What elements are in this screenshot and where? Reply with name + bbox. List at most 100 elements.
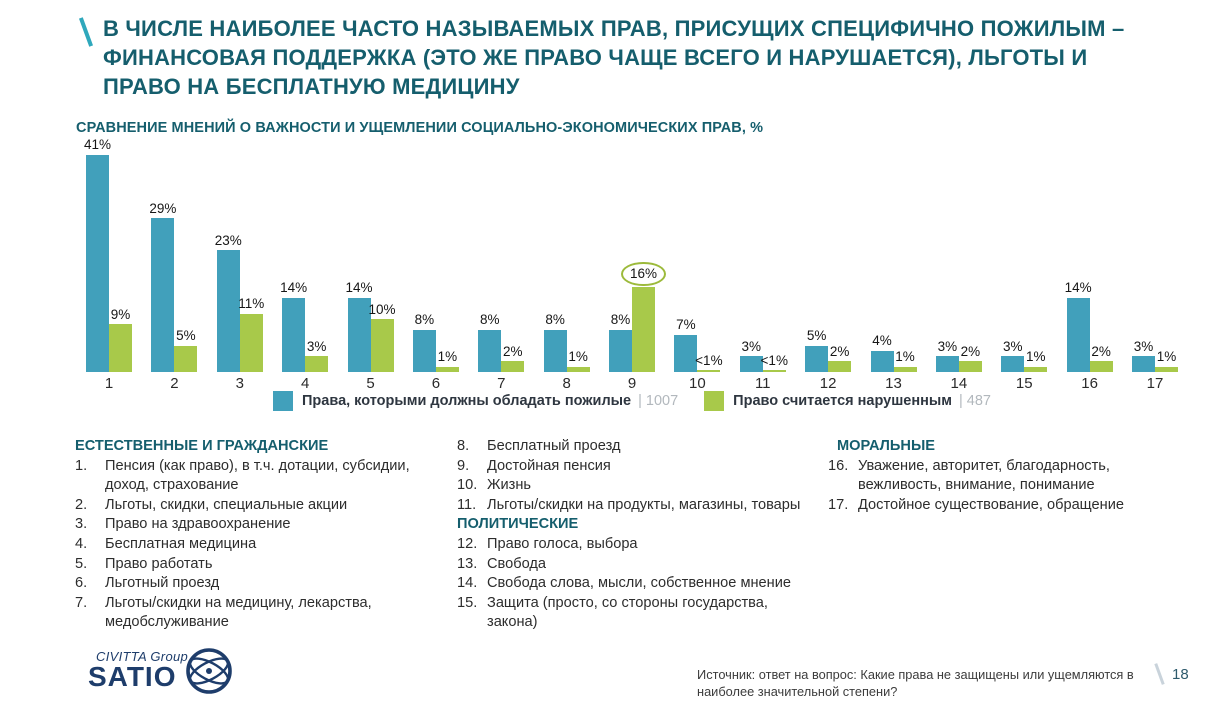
bar-group: 7% <1% 10 <box>674 317 723 394</box>
bar-group: 14% 10% 5 <box>345 281 395 394</box>
bar-value-label: 7% <box>676 317 696 333</box>
logo-civitta-group-text: CIVITTA Group <box>96 649 189 664</box>
source-note: Источник: ответ на вопрос: Какие права н… <box>697 666 1134 701</box>
list-item-number: 7. <box>75 594 88 611</box>
list-item-text: Достойная пенсия <box>487 457 611 474</box>
bar-important <box>870 350 894 372</box>
list-item-number: 16. <box>828 457 849 474</box>
list-item: 2. Льготы, скидки, специальные акции <box>75 496 447 516</box>
list-item: 6. Льготный проезд <box>75 574 447 594</box>
source-line-2: наиболее значительной степени? <box>697 684 898 700</box>
logo-satio: CIVITTA Group SATIO <box>88 649 188 691</box>
category-label: 9 <box>627 375 637 392</box>
list-item-text: Право на здравоохранение <box>105 516 291 533</box>
list-item-number: 5. <box>75 555 88 572</box>
bar-group: 3% 1% 15 <box>1001 340 1048 394</box>
list-item: 14. Свобода слова, мысли, собственное мне… <box>457 574 819 594</box>
bar-important <box>151 218 175 372</box>
rights-list-natural-civil: ЕСТЕСТВЕННЫЕ И ГРАЖДАНСКИЕ 1. Пенсия (как… <box>75 437 447 633</box>
bar-value-label: 23% <box>214 232 242 248</box>
bar-value-label: 2% <box>960 343 981 359</box>
category-label: 14 <box>950 375 968 392</box>
list-item-number: 3. <box>75 516 88 533</box>
bar-value-label: <1% <box>760 352 788 368</box>
bar-violated <box>239 313 263 372</box>
chart-legend: Права, которыми должны обладать пожилые |… <box>86 391 1178 411</box>
bar-important <box>412 329 436 372</box>
logo-satio-text: SATIO <box>88 661 177 692</box>
accent-slash-icon <box>78 17 94 47</box>
bar-violated <box>1155 366 1178 372</box>
list-item-number: 9. <box>457 457 470 474</box>
list-item-text: Защита (просто, со стороны государства, … <box>487 594 768 631</box>
bar-group: 41% 9% 1 <box>84 138 132 394</box>
list-item-number: 1. <box>75 457 88 474</box>
source-line-1: Источник: ответ на вопрос: Какие права н… <box>697 667 1134 682</box>
bar-important <box>739 356 763 372</box>
bar-value-label: 5% <box>806 328 827 343</box>
list-item-number: 8. <box>457 438 470 454</box>
bar-group: 8% 1% 8 <box>543 312 590 394</box>
list-header-political: ПОЛИТИЧЕСКИЕ <box>457 516 579 533</box>
list-item-text: Свобода слова, мысли, собственное мнение <box>487 575 791 592</box>
legend-count: | 1007 <box>638 393 679 409</box>
bar-important <box>935 356 959 372</box>
bar-value-label: 1% <box>568 349 588 365</box>
bar-value-label: 1% <box>1025 349 1046 365</box>
bar-value-label: 29% <box>149 200 177 216</box>
list-item: 9. Достойная пенсия <box>457 457 819 477</box>
bar-value-label: 1% <box>1156 349 1177 365</box>
legend-swatch-blue <box>273 391 293 411</box>
category-label: 3 <box>235 375 244 392</box>
list-item: 5. Право работать <box>75 555 447 575</box>
list-item-number: 17. <box>828 496 849 513</box>
bar-violated <box>501 361 525 372</box>
bar-violated <box>566 366 590 372</box>
bar-group: 5% 2% 12 <box>805 328 852 394</box>
list-item: 13. Свобода <box>457 555 819 575</box>
bar-important <box>1132 356 1155 372</box>
bar-violated <box>370 319 394 372</box>
bar-value-label: 9% <box>110 306 131 322</box>
bar-violated <box>435 366 459 372</box>
list-item-text: Пенсия (как право), в т.ч. дотации, субс… <box>105 457 410 494</box>
list-item-number: 13. <box>457 555 478 572</box>
list-item-text: Свобода <box>487 555 547 572</box>
list-header-moral: МОРАЛЬНЫЕ <box>837 438 935 454</box>
bar-value-label: 2% <box>1091 343 1111 359</box>
bar-important <box>86 154 109 372</box>
chart-title: СРАВНЕНИЕ МНЕНИЙ О ВАЖНОСТИ И УЩЕМЛЕНИИ … <box>76 120 764 136</box>
bar-value-label: 14% <box>1064 280 1092 296</box>
list-item: 8. Бесплатный проезд <box>457 437 819 457</box>
bar-group: 29% 5% 2 <box>149 200 198 394</box>
rights-list-middle-column: 8. Бесплатный проезд 9. Достойная пенсия 10.… <box>457 437 819 633</box>
bar-value-label: 2% <box>502 343 523 359</box>
list-item: 15. Защита (просто, со стороны государств… <box>457 594 819 633</box>
bar-group: 8% 1% 6 <box>412 313 459 394</box>
bar-important <box>609 329 632 372</box>
bar-group: 8% 16% 9 <box>609 261 667 394</box>
list-item-number: 4. <box>75 535 88 552</box>
list-item-text: Уважение, авторитет, благодарность, вежл… <box>858 457 1110 494</box>
bar-group: 8% 2% 7 <box>478 313 525 394</box>
list-item: 3. Право на здравоохранение <box>75 515 447 535</box>
list-item-number: 11. <box>457 496 477 513</box>
bar-value-label: 1% <box>895 349 915 365</box>
list-item: 17. Достойное существование, обращение <box>828 496 1188 516</box>
bar-violated <box>697 370 721 372</box>
list-item-number: 2. <box>75 496 88 513</box>
bar-value-label: 8% <box>545 312 565 328</box>
list-item-text: Льготы/скидки на продукты, магазины, тов… <box>487 496 801 513</box>
category-label: 13 <box>885 375 902 392</box>
category-label: 10 <box>689 375 706 392</box>
bar-violated <box>174 345 198 372</box>
bar-group: 14% 2% 16 <box>1064 280 1113 394</box>
list-item: 7. Льготы/скидки на медицину, лекарства, … <box>75 594 447 633</box>
list-item-text: Льготы/скидки на медицину, лекарства, ме… <box>105 594 372 631</box>
category-label: 5 <box>366 375 375 392</box>
list-item: 4. Бесплатная медицина <box>75 535 447 555</box>
bar-important <box>1066 297 1090 372</box>
slide-title: В ЧИСЛЕ НАИБОЛЕЕ ЧАСТО НАЗЫВАЕМЫХ ПРАВ, … <box>103 16 1125 100</box>
bar-value-label: 11% <box>238 296 265 312</box>
bar-value-label: 8% <box>610 312 631 328</box>
